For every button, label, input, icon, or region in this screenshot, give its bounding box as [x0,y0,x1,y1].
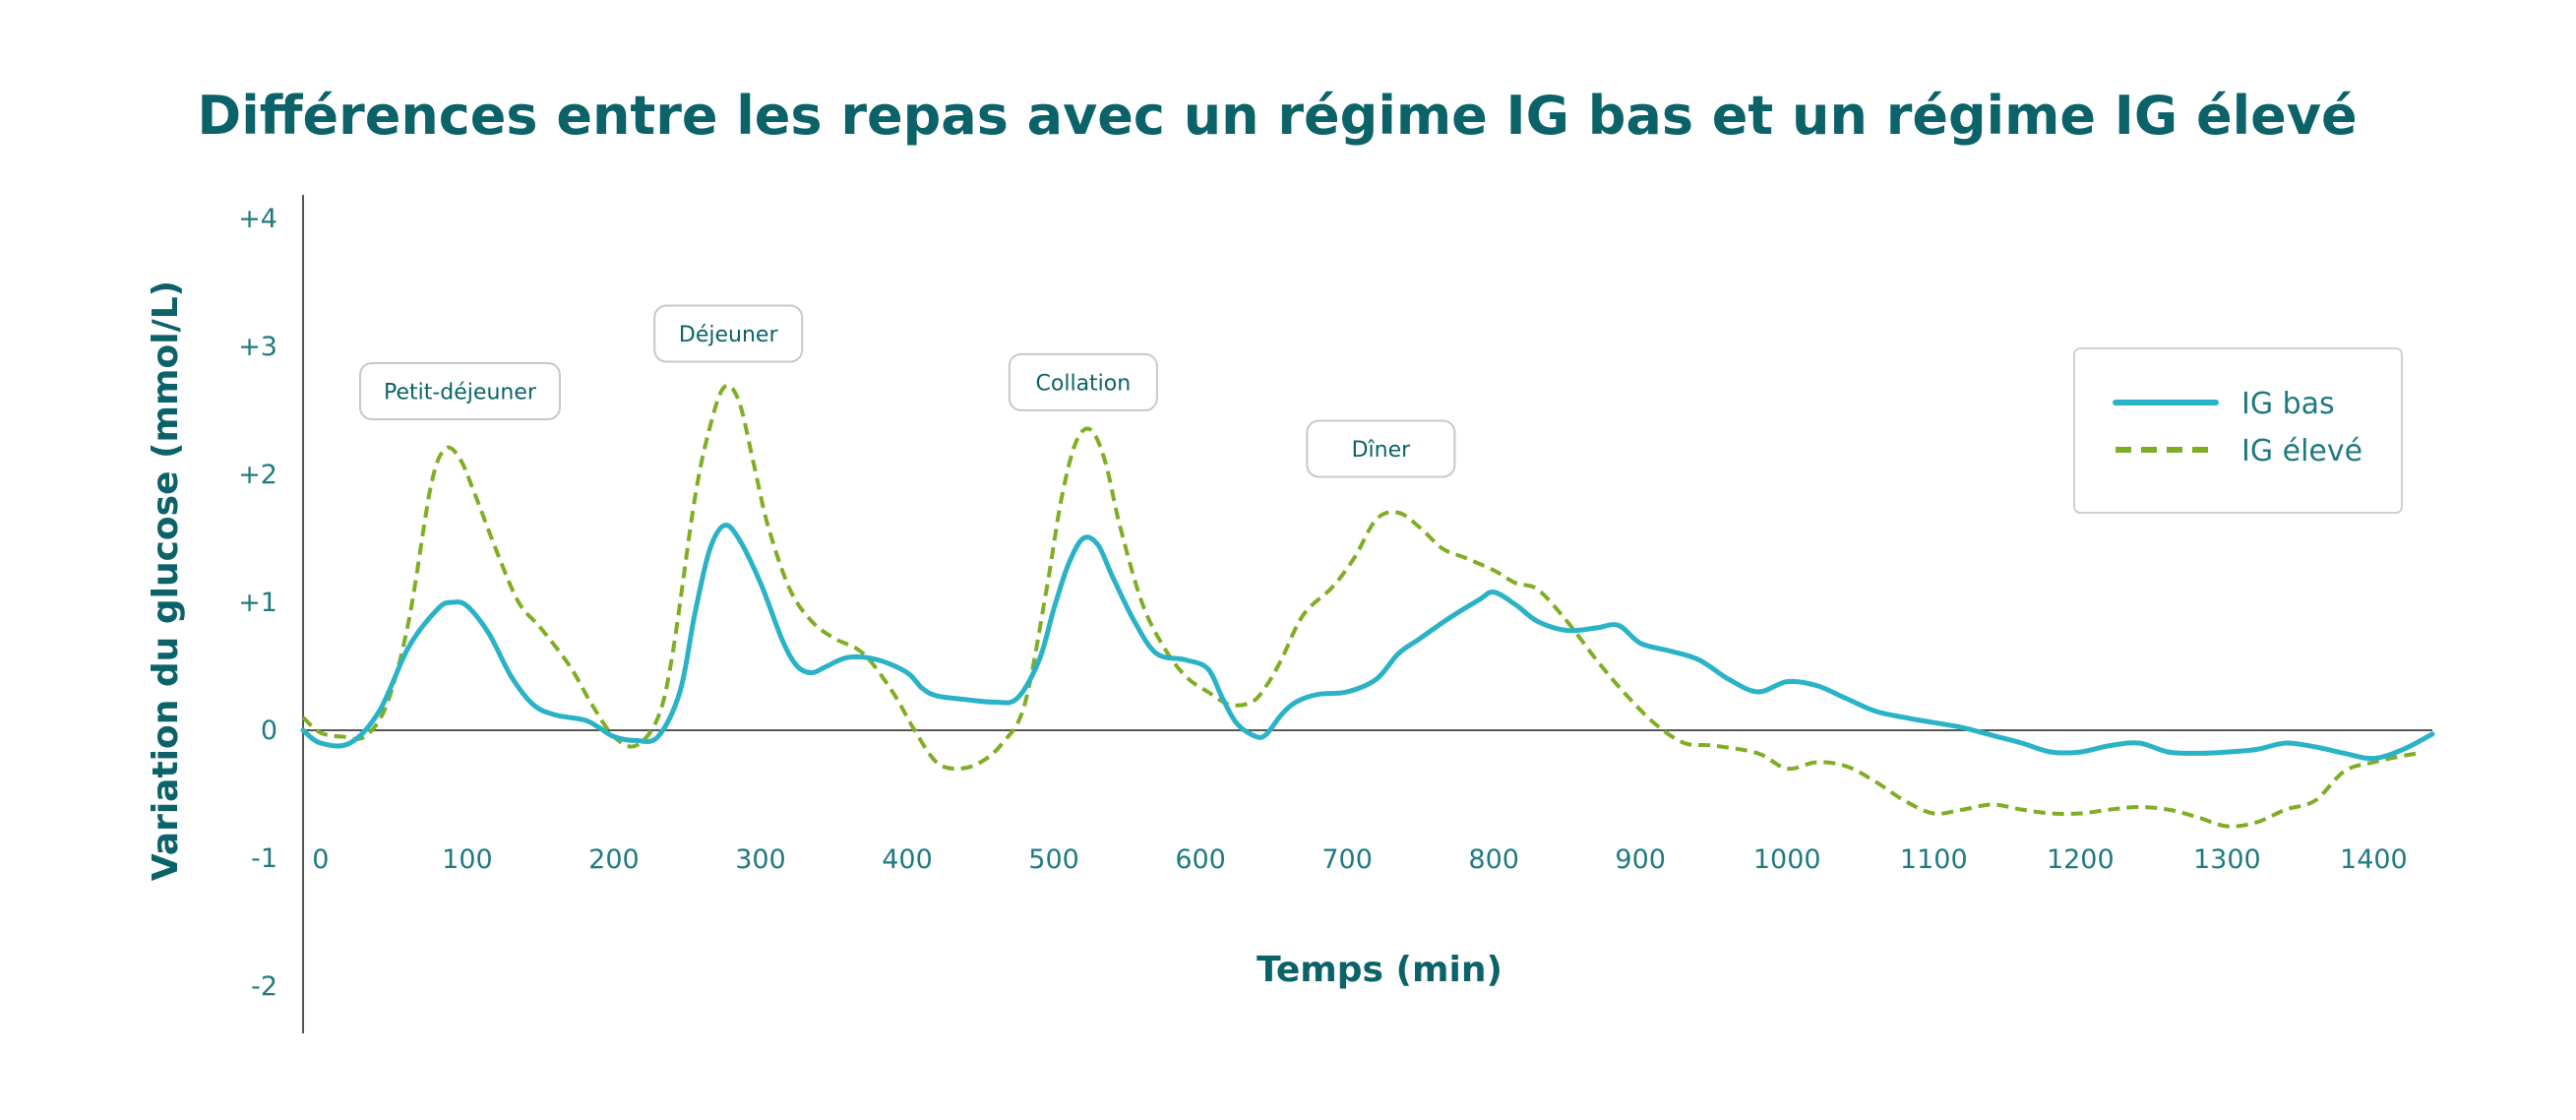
meal-annotation: Dîner [1306,419,1456,478]
meal-annotation-box [358,362,561,420]
x-tick-label: 1200 [2047,844,2115,875]
meal-annotation-label: Petit-déjeuner [384,381,537,405]
x-tick-label: 1000 [1753,844,1821,875]
meal-annotation-label: Dîner [1352,438,1412,463]
legend-label-ig-eleve: IG élevé [2241,434,2362,468]
x-tick-label: 500 [1028,844,1079,875]
meal-annotation-label: Collation [1036,371,1132,396]
y-tick-label: +1 [238,588,277,618]
y-tick-labels: +4 +3 +2 +1 0 -1 -2 [238,204,277,1002]
y-tick-label: +2 [238,460,277,490]
axes [302,195,2432,1033]
x-tick-label: 200 [588,844,640,875]
meal-annotation: Petit-déjeuner [358,362,561,420]
chart-title: Différences entre les repas avec un régi… [197,85,2357,147]
series-line-ig-eleve [301,383,2419,829]
meal-annotations: Petit-déjeuner Déjeuner Collation Dîner [358,304,1456,478]
legend: IG bas IG élevé [2073,347,2403,514]
legend-label-ig-bas: IG bas [2241,387,2335,421]
x-tick-label: 600 [1175,844,1226,875]
y-tick-label: 0 [261,716,277,746]
meal-annotation: Collation [1008,352,1158,411]
x-tick-label: 300 [735,844,786,875]
x-tick-label: 400 [882,844,933,875]
y-tick-label: +3 [238,332,277,362]
y-tick-label: -2 [251,971,277,1002]
x-axis-label: Temps (min) [1257,950,1503,990]
meal-annotation-label: Déjeuner [679,323,779,347]
x-tick-label: 800 [1468,844,1519,875]
x-tick-labels: 0 100 200 300 400 500 600 700 800 900 1000 1100 1200… [312,844,2407,875]
meal-annotation-box [1008,352,1158,411]
x-tick-label: 1300 [2193,844,2261,875]
y-tick-label: +4 [238,204,277,234]
meal-annotation: Déjeuner [653,304,804,363]
series-line-ig-bas [300,523,2435,762]
x-tick-label: 1400 [2340,844,2408,875]
meal-annotation-box [1306,419,1456,478]
series-lines [300,383,2435,829]
x-tick-label: 1100 [1900,844,1968,875]
legend-box [2073,347,2403,514]
x-tick-label: 100 [442,844,493,875]
x-tick-label: 900 [1615,844,1666,875]
y-tick-label: -1 [251,843,277,874]
y-axis-label: Variation du glucose (mmol/L) [146,280,186,881]
x-tick-label: 0 [312,844,329,875]
meal-annotation-box [653,304,804,363]
x-tick-label: 700 [1321,844,1373,875]
